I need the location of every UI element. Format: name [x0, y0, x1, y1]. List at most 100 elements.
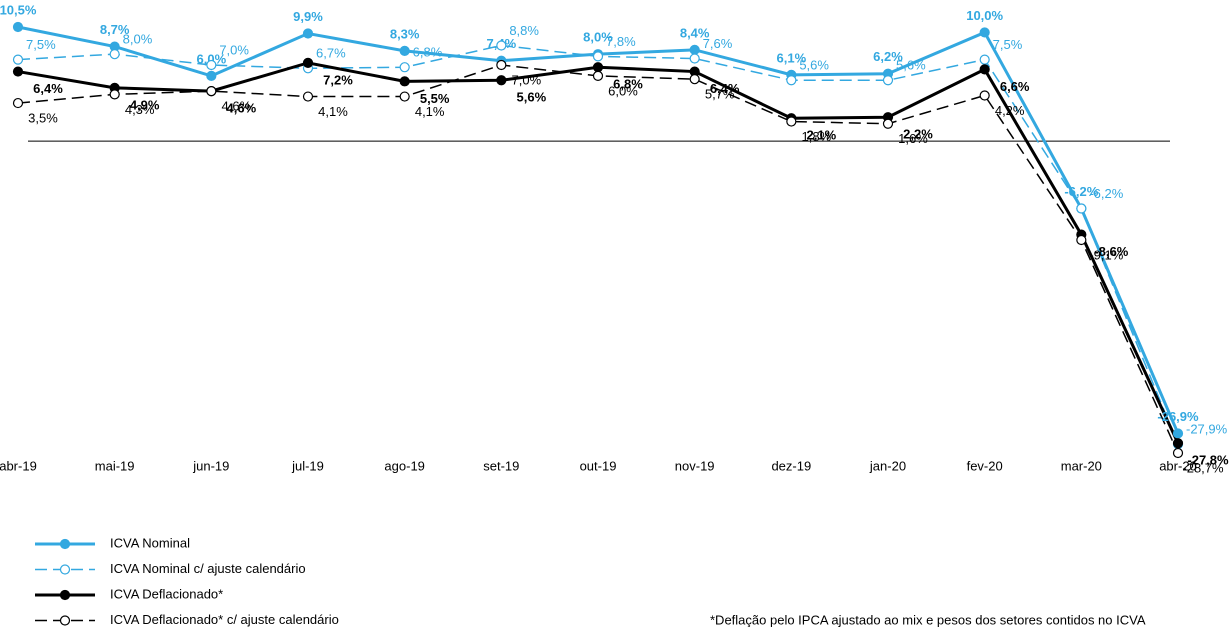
- point: [399, 91, 410, 102]
- point: [786, 116, 797, 127]
- data-label: 6,7%: [316, 46, 346, 61]
- legend-label: ICVA Deflacionado*: [110, 586, 223, 601]
- data-label: 4,9%: [130, 97, 160, 112]
- point: [496, 59, 507, 71]
- point: [109, 49, 120, 60]
- data-label: 7,0%: [512, 72, 542, 87]
- series-line: [17, 64, 1179, 454]
- point: [979, 64, 990, 75]
- point: [1076, 234, 1087, 246]
- data-label: 6,8%: [413, 45, 443, 60]
- point: [399, 62, 410, 73]
- x-tick-label: ago-19: [384, 458, 424, 473]
- data-label: 4,3%: [125, 102, 155, 117]
- data-label: 8,0%: [583, 30, 613, 45]
- point: [496, 75, 507, 86]
- point: [109, 89, 120, 100]
- point: [689, 44, 700, 55]
- point: [689, 53, 700, 64]
- data-label: 2,1%: [807, 128, 837, 143]
- legend-marker: [59, 589, 71, 601]
- point: [786, 75, 797, 86]
- data-label: 2,2%: [903, 127, 933, 142]
- point: [979, 90, 990, 101]
- data-label: 4,1%: [318, 104, 348, 119]
- point: [592, 51, 604, 62]
- point: [12, 97, 24, 109]
- point: [979, 54, 990, 65]
- data-label: 8,0%: [123, 32, 153, 47]
- data-label: -6,2%: [1089, 186, 1123, 201]
- footnote: *Deflação pelo IPCA ajustado ao mix e pe…: [710, 612, 1146, 627]
- data-label: -28,7%: [1182, 460, 1224, 475]
- x-tick-label: mar-20: [1061, 458, 1102, 473]
- x-tick-label: jun-19: [192, 458, 229, 473]
- x-tick-label: dez-19: [771, 458, 811, 473]
- x-tick-label: abr-19: [0, 458, 37, 473]
- data-label: 6,4%: [710, 81, 740, 96]
- point: [399, 45, 410, 57]
- data-label: 10,5%: [0, 2, 37, 17]
- data-label: 1,6%: [898, 131, 928, 146]
- legend-label: ICVA Deflacionado* c/ ajuste calendário: [110, 612, 339, 627]
- point: [592, 70, 604, 82]
- data-label: 5,6%: [517, 90, 547, 105]
- x-tick-label: nov-19: [675, 458, 715, 473]
- data-label: 8,3%: [390, 26, 420, 41]
- data-label: 5,6%: [896, 58, 926, 73]
- point: [302, 57, 314, 68]
- point: [979, 27, 990, 38]
- data-label: 3,5%: [28, 111, 58, 126]
- x-tick-label: set-19: [483, 458, 519, 473]
- data-label: 7,5%: [993, 37, 1023, 52]
- legend-marker: [59, 615, 71, 626]
- series-line: [17, 61, 1180, 444]
- point: [592, 62, 604, 73]
- data-label: 4,6%: [227, 101, 257, 116]
- point: [206, 86, 217, 97]
- point: [206, 59, 217, 71]
- legend-marker: [59, 564, 71, 575]
- data-label: 1,8%: [802, 129, 832, 144]
- data-label: 6,0%: [608, 83, 638, 98]
- data-label: 7,6%: [703, 36, 733, 51]
- x-tick-label: jan-20: [869, 458, 906, 473]
- data-label: 9,9%: [293, 9, 323, 24]
- data-label: 7,0%: [219, 42, 249, 57]
- data-label: 8,8%: [509, 23, 539, 38]
- data-label: -27,9%: [1186, 422, 1228, 437]
- point: [206, 70, 217, 82]
- data-label: 8,7%: [100, 22, 130, 37]
- data-label: 6,1%: [777, 50, 807, 65]
- point: [12, 66, 24, 77]
- x-tick-label: fev-20: [967, 458, 1003, 473]
- point: [496, 40, 507, 51]
- point: [1076, 203, 1087, 214]
- legend-label: ICVA Nominal: [110, 535, 190, 550]
- point: [302, 28, 314, 39]
- data-label: 4,1%: [415, 104, 445, 119]
- point: [882, 118, 894, 129]
- point: [1172, 447, 1184, 459]
- data-label: 5,5%: [420, 91, 450, 106]
- data-label: -6,2%: [1064, 184, 1098, 199]
- data-label: 4,2%: [995, 103, 1025, 118]
- data-label: 7,2%: [323, 72, 353, 87]
- x-tick-label: abr-20: [1159, 458, 1197, 473]
- data-label: 6,0%: [197, 51, 227, 66]
- legend-marker: [59, 538, 71, 550]
- point: [882, 75, 894, 86]
- x-tick-label: mai-19: [95, 458, 135, 473]
- x-tick-label: jul-19: [291, 458, 324, 473]
- data-label: 10,0%: [966, 8, 1003, 23]
- point: [1172, 428, 1184, 439]
- legend-label: ICVA Nominal c/ ajuste calendário: [110, 561, 306, 576]
- data-label: 4,6%: [222, 99, 252, 114]
- data-label: 7,5%: [26, 37, 56, 52]
- x-tick-label: out-19: [580, 458, 617, 473]
- data-label: 6,6%: [1000, 79, 1030, 94]
- point: [1172, 438, 1184, 449]
- data-label: -27,8%: [1187, 453, 1229, 468]
- data-label: -9,1%: [1089, 247, 1123, 262]
- data-label: 5,6%: [799, 58, 829, 73]
